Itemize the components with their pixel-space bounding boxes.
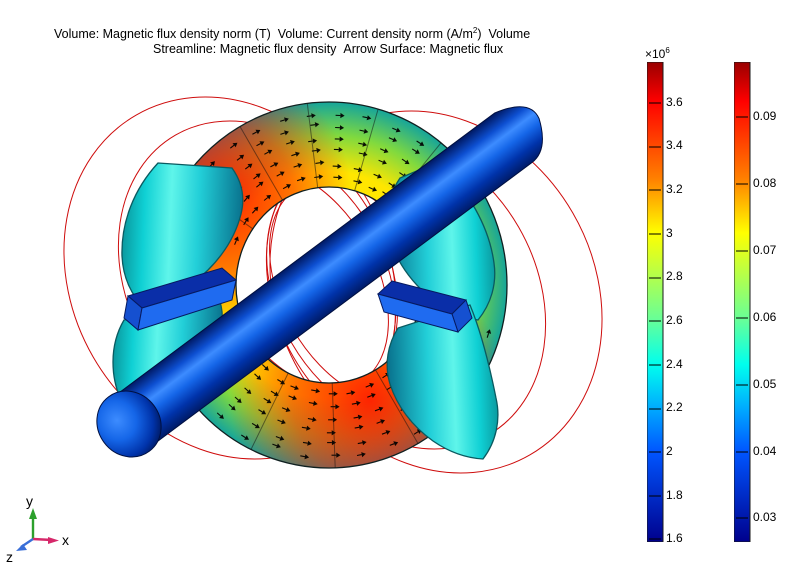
svg-text:y: y [26, 493, 33, 509]
svg-text:x: x [62, 532, 69, 548]
svg-text:z: z [6, 549, 13, 565]
